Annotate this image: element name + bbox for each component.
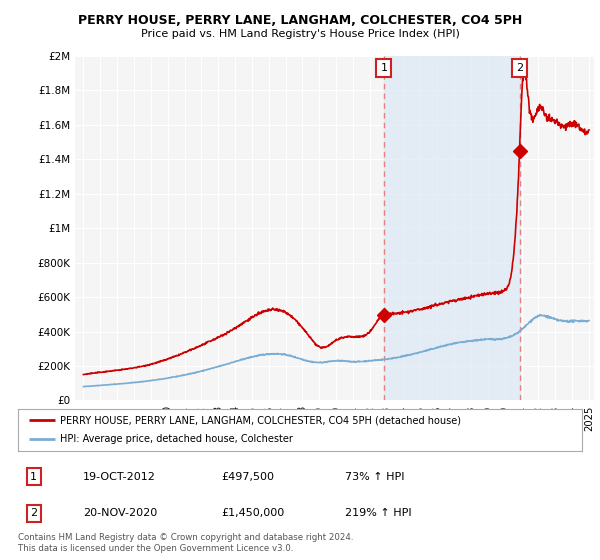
Text: 1: 1 [30,472,37,482]
Text: Contains HM Land Registry data © Crown copyright and database right 2024.
This d: Contains HM Land Registry data © Crown c… [18,533,353,553]
Text: 19-OCT-2012: 19-OCT-2012 [83,472,156,482]
Text: PERRY HOUSE, PERRY LANE, LANGHAM, COLCHESTER, CO4 5PH: PERRY HOUSE, PERRY LANE, LANGHAM, COLCHE… [78,14,522,27]
Text: 73% ↑ HPI: 73% ↑ HPI [345,472,404,482]
Text: 2: 2 [516,63,523,73]
Text: HPI: Average price, detached house, Colchester: HPI: Average price, detached house, Colc… [60,435,293,445]
Text: 219% ↑ HPI: 219% ↑ HPI [345,508,412,518]
Text: 1: 1 [380,63,388,73]
Text: 20-NOV-2020: 20-NOV-2020 [83,508,157,518]
Text: £1,450,000: £1,450,000 [221,508,284,518]
Text: £497,500: £497,500 [221,472,274,482]
Text: PERRY HOUSE, PERRY LANE, LANGHAM, COLCHESTER, CO4 5PH (detached house): PERRY HOUSE, PERRY LANE, LANGHAM, COLCHE… [60,415,461,425]
Text: 2: 2 [30,508,37,518]
Bar [384,56,520,400]
Text: Price paid vs. HM Land Registry's House Price Index (HPI): Price paid vs. HM Land Registry's House … [140,29,460,39]
